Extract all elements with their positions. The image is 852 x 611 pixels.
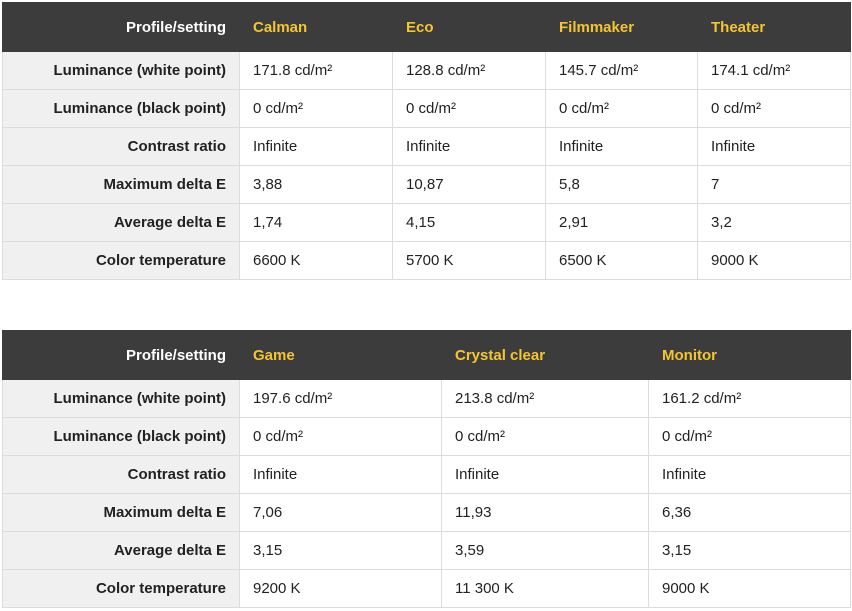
table-cell: 0 cd/m²: [441, 417, 649, 456]
table-cell: 9200 K: [239, 569, 442, 608]
profile-header: Monitor: [648, 330, 851, 380]
profile-header: Filmmaker: [545, 2, 698, 52]
row-label: Average delta E: [2, 531, 240, 570]
table-cell: 0 cd/m²: [697, 89, 851, 128]
row-label: Average delta E: [2, 203, 240, 242]
row-label: Color temperature: [2, 241, 240, 280]
table-cell: 4,15: [392, 203, 546, 242]
table-row: Average delta E 3,15 3,59 3,15: [2, 531, 851, 570]
table-cell: Infinite: [239, 455, 442, 494]
row-label: Luminance (white point): [2, 51, 240, 90]
profile-header: Eco: [392, 2, 546, 52]
table-row: Maximum delta E 7,06 11,93 6,36: [2, 493, 851, 532]
table-row: Color temperature 6600 K 5700 K 6500 K 9000 …: [2, 241, 851, 280]
table-cell: Infinite: [697, 127, 851, 166]
profile-table-2: Profile/setting Game Crystal clear Monitor L…: [2, 330, 851, 608]
table-row: Contrast ratio Infinite Infinite Infinite In…: [2, 127, 851, 166]
table-cell: 3,15: [648, 531, 851, 570]
table-cell: 5,8: [545, 165, 698, 204]
profile-header: Game: [239, 330, 442, 380]
table-cell: 3,88: [239, 165, 393, 204]
table-cell: 9000 K: [648, 569, 851, 608]
table-cell: 6500 K: [545, 241, 698, 280]
table-cell: 9000 K: [697, 241, 851, 280]
table-cell: 128.8 cd/m²: [392, 51, 546, 90]
table-row: Luminance (white point) 171.8 cd/m² 128.8 …: [2, 51, 851, 90]
table-cell: 0 cd/m²: [392, 89, 546, 128]
table-cell: 197.6 cd/m²: [239, 379, 442, 418]
profile-header: Crystal clear: [441, 330, 649, 380]
profile-header: Calman: [239, 2, 393, 52]
table-cell: 0 cd/m²: [545, 89, 698, 128]
table-cell: 3,15: [239, 531, 442, 570]
row-label: Luminance (black point): [2, 89, 240, 128]
row-label: Contrast ratio: [2, 127, 240, 166]
table-cell: 3,59: [441, 531, 649, 570]
table-cell: 171.8 cd/m²: [239, 51, 393, 90]
row-label: Maximum delta E: [2, 493, 240, 532]
table-cell: 11,93: [441, 493, 649, 532]
table-row: Maximum delta E 3,88 10,87 5,8 7: [2, 165, 851, 204]
header-row: Profile/setting Game Crystal clear Monitor: [2, 330, 851, 380]
table-row: Average delta E 1,74 4,15 2,91 3,2: [2, 203, 851, 242]
table-cell: 161.2 cd/m²: [648, 379, 851, 418]
table-cell: 2,91: [545, 203, 698, 242]
table-cell: 10,87: [392, 165, 546, 204]
table-cell: 213.8 cd/m²: [441, 379, 649, 418]
row-label: Luminance (white point): [2, 379, 240, 418]
header-row: Profile/setting Calman Eco Filmmaker Theater: [2, 2, 851, 52]
table-cell: Infinite: [239, 127, 393, 166]
table-cell: Infinite: [441, 455, 649, 494]
table-cell: 174.1 cd/m²: [697, 51, 851, 90]
header-label: Profile/setting: [2, 330, 240, 380]
table-cell: 7,06: [239, 493, 442, 532]
profile-header: Theater: [697, 2, 851, 52]
table-row: Contrast ratio Infinite Infinite Infinite: [2, 455, 851, 494]
table-row: Color temperature 9200 K 11 300 K 9000 K: [2, 569, 851, 608]
table-cell: Infinite: [648, 455, 851, 494]
table-cell: Infinite: [545, 127, 698, 166]
table-cell: 0 cd/m²: [239, 89, 393, 128]
table-cell: 0 cd/m²: [648, 417, 851, 456]
table-cell: 11 300 K: [441, 569, 649, 608]
table-row: Luminance (white point) 197.6 cd/m² 213.8 …: [2, 379, 851, 418]
table-cell: 5700 K: [392, 241, 546, 280]
table-cell: 6600 K: [239, 241, 393, 280]
table-cell: 145.7 cd/m²: [545, 51, 698, 90]
row-label: Color temperature: [2, 569, 240, 608]
table-cell: 6,36: [648, 493, 851, 532]
table-cell: Infinite: [392, 127, 546, 166]
table-row: Luminance (black point) 0 cd/m² 0 cd/m² 0 c…: [2, 89, 851, 128]
table-row: Luminance (black point) 0 cd/m² 0 cd/m² 0 c…: [2, 417, 851, 456]
table-cell: 3,2: [697, 203, 851, 242]
table-cell: 0 cd/m²: [239, 417, 442, 456]
row-label: Contrast ratio: [2, 455, 240, 494]
table-cell: 7: [697, 165, 851, 204]
row-label: Luminance (black point): [2, 417, 240, 456]
row-label: Maximum delta E: [2, 165, 240, 204]
header-label: Profile/setting: [2, 2, 240, 52]
table-cell: 1,74: [239, 203, 393, 242]
profile-table-1: Profile/setting Calman Eco Filmmaker Theater…: [2, 2, 851, 280]
